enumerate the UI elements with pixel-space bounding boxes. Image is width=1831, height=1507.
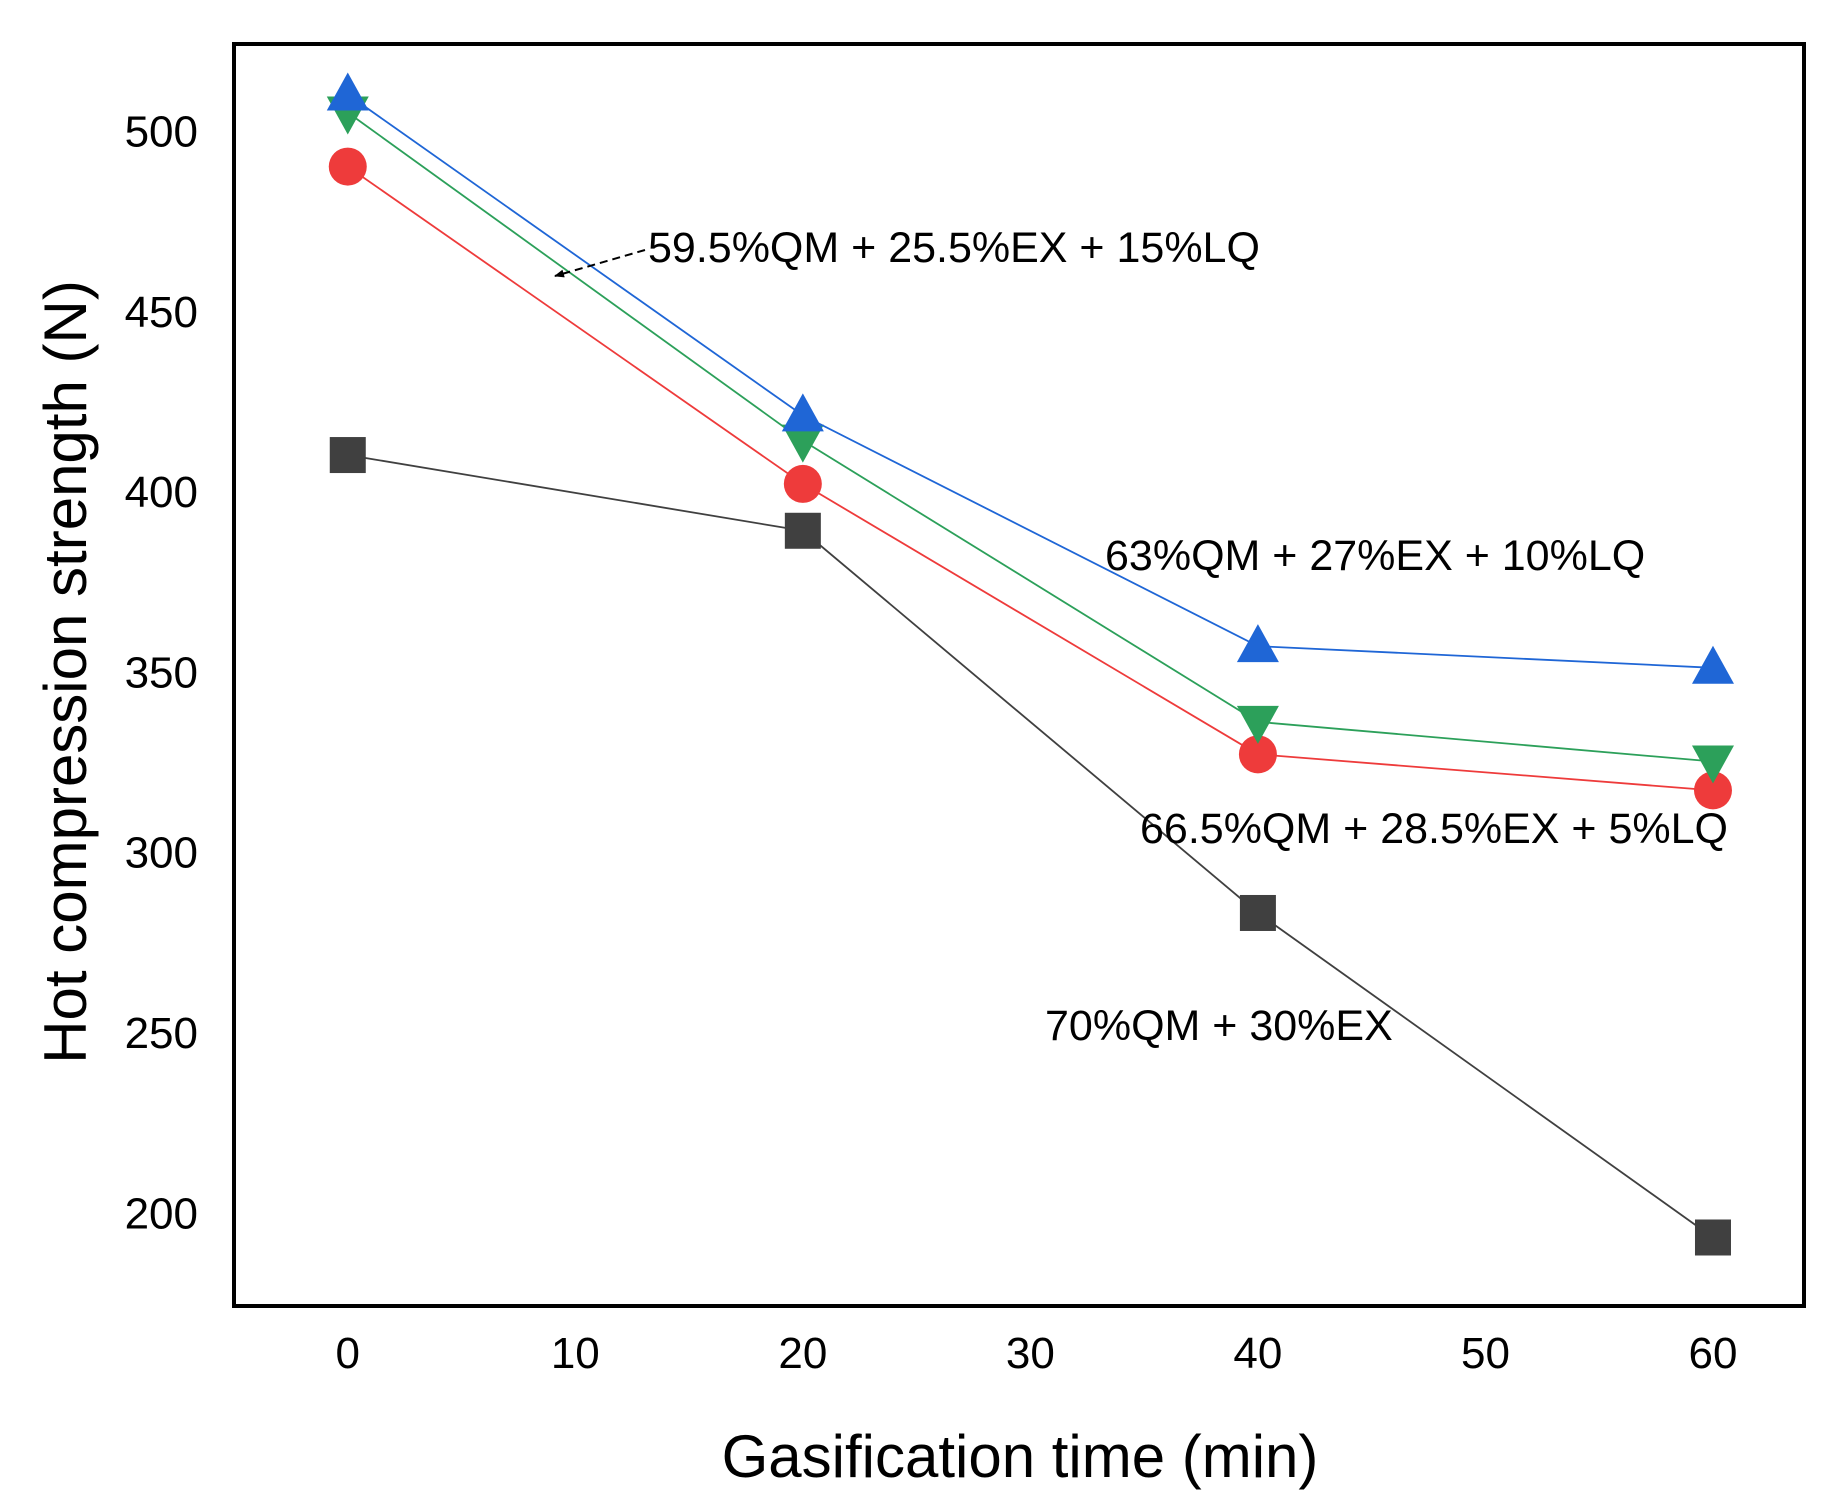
x-tick-label: 0 (336, 1329, 360, 1378)
series-circle (328, 147, 1732, 810)
annotation-layer: 59.5%QM + 25.5%EX + 15%LQ 63%QM + 27%EX … (554, 224, 1728, 1050)
series-triangle-down (326, 96, 1734, 784)
y-tick-label: 250 (125, 1009, 198, 1058)
annotation-label-15lq: 59.5%QM + 25.5%EX + 15%LQ (648, 224, 1260, 272)
x-tick-label: 50 (1461, 1329, 1510, 1378)
annotation-label-10lq: 63%QM + 27%EX + 10%LQ (1105, 532, 1645, 580)
x-axis-title: Gasification time (min) (722, 1423, 1319, 1490)
x-tick-label: 60 (1689, 1329, 1738, 1378)
data-point (1236, 705, 1279, 744)
y-tick-label: 350 (125, 648, 198, 697)
y-axis: 200 250 300 350 400 450 500 (125, 108, 198, 1239)
x-tick-label: 40 (1233, 1329, 1282, 1378)
x-tick-label: 30 (1006, 1329, 1055, 1378)
data-point (1693, 771, 1732, 810)
y-tick-label: 200 (125, 1189, 198, 1238)
data-point (1691, 745, 1734, 784)
data-point (329, 437, 366, 474)
data-point (1694, 1219, 1731, 1256)
y-tick-label: 500 (125, 108, 198, 157)
series-line (347, 454, 1714, 1239)
data-point (326, 72, 369, 111)
x-tick-label: 10 (551, 1329, 600, 1378)
data-point (1238, 735, 1277, 774)
annotation-label-5lq: 66.5%QM + 28.5%EX + 5%LQ (1140, 805, 1728, 853)
plot-frame (232, 42, 1806, 1308)
annotation-label-0lq: 70%QM + 30%EX (1045, 1002, 1393, 1050)
data-point (1691, 645, 1734, 684)
x-tick-label: 20 (778, 1329, 827, 1378)
data-point (781, 393, 824, 432)
data-point (1239, 894, 1276, 931)
series-line (347, 111, 1714, 763)
series-layer (326, 72, 1734, 1256)
y-axis-title: Hot compression strength (N) (32, 280, 99, 1064)
annotation-arrow (554, 249, 646, 278)
data-point (783, 464, 822, 503)
y-tick-label: 450 (125, 288, 198, 337)
series-line (347, 93, 1714, 669)
data-point (1236, 624, 1279, 663)
data-point (781, 424, 824, 463)
data-point (328, 147, 367, 186)
series-line (347, 165, 1714, 792)
x-axis: 0 10 20 30 40 50 60 (336, 1329, 1738, 1378)
y-tick-label: 300 (125, 829, 198, 878)
data-point (784, 512, 821, 549)
y-tick-label: 400 (125, 468, 198, 517)
series-triangle-up (326, 72, 1734, 684)
series-square (329, 437, 1731, 1256)
